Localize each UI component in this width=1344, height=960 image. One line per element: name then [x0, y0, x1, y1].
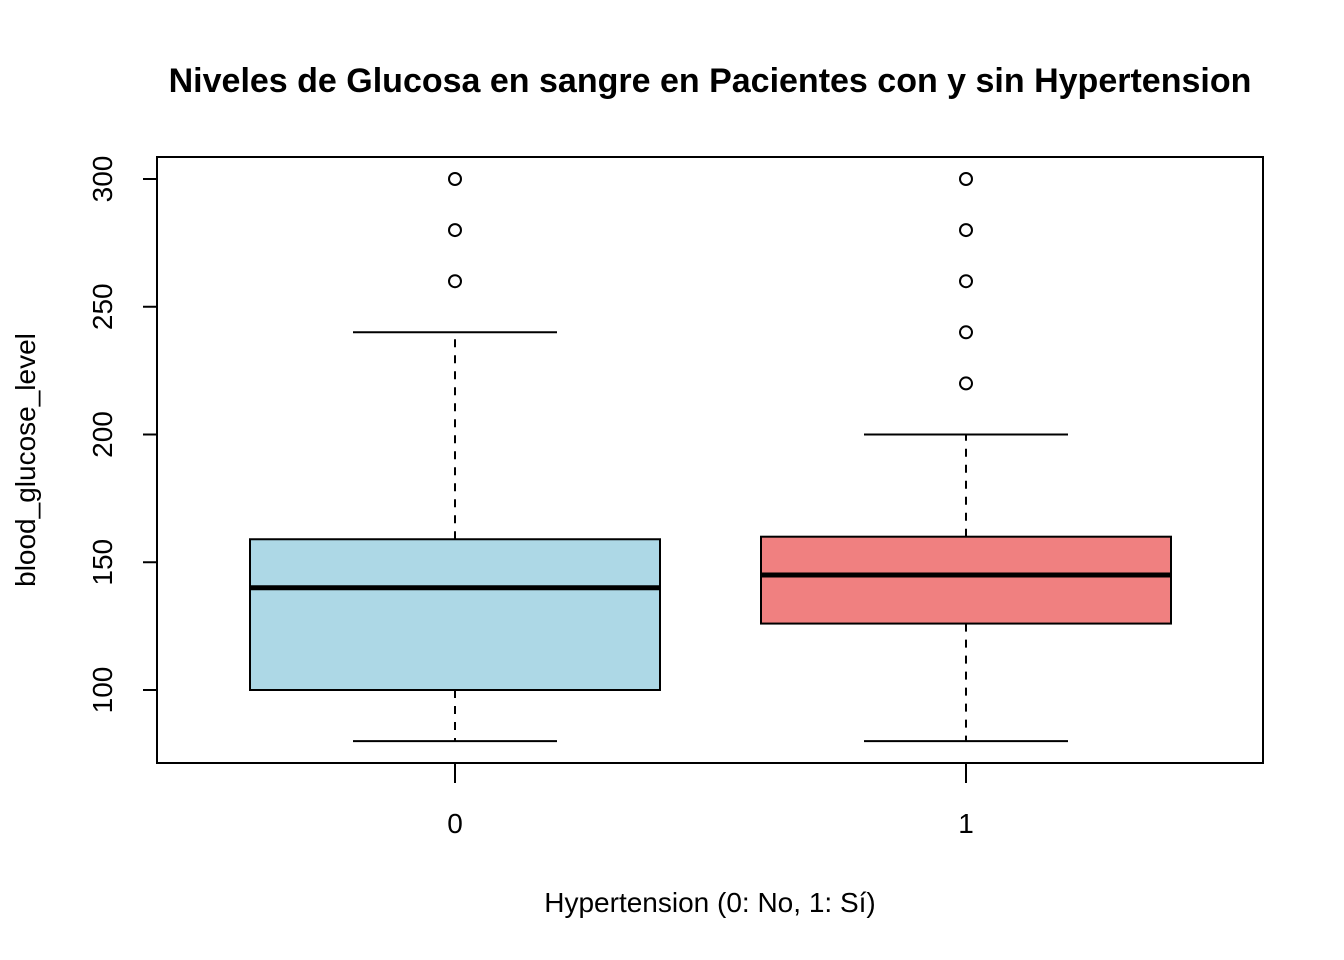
x-axis-label: Hypertension (0: No, 1: Sí) — [544, 887, 875, 918]
outlier-point — [959, 172, 973, 186]
y-tick-label: 300 — [87, 156, 118, 203]
plot-area-frame — [156, 156, 1264, 764]
box-group-0 — [249, 172, 661, 743]
y-tick-label: 100 — [87, 667, 118, 714]
outlier-point — [448, 223, 462, 238]
chart-title: Niveles de Glucosa en sangre en Paciente… — [169, 62, 1252, 100]
iqr-box — [760, 535, 1172, 625]
outlier-point — [959, 325, 973, 340]
boxes-layer — [249, 172, 1172, 743]
outlier-point — [448, 172, 462, 186]
y-tick-label: 150 — [87, 539, 118, 586]
x-tick-label: 0 — [447, 808, 463, 839]
outlier-point — [959, 223, 973, 238]
box-group-1 — [760, 172, 1172, 743]
y-axis: 100 150 200 250 300 — [87, 156, 157, 714]
outlier-point — [959, 274, 973, 289]
outlier-point — [959, 376, 973, 391]
outlier-point — [448, 274, 462, 289]
x-tick-label: 1 — [958, 808, 974, 839]
y-tick-label: 200 — [87, 411, 118, 458]
y-tick-label: 250 — [87, 283, 118, 330]
y-axis-label: blood_glucose_level — [10, 333, 41, 587]
iqr-box — [249, 538, 661, 691]
